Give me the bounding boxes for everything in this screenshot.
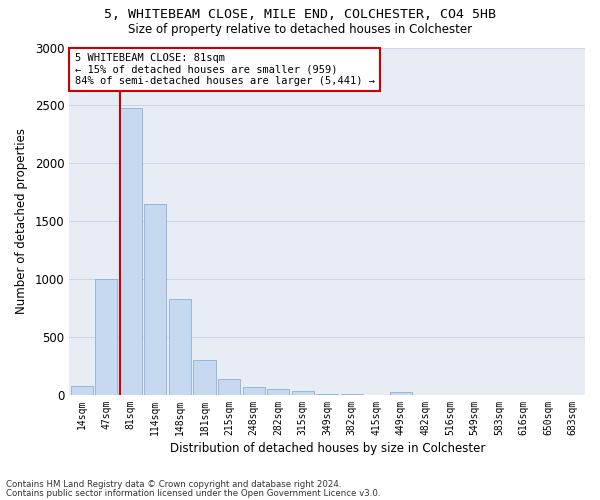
Bar	[120, 108, 142, 395]
Text: 5 WHITEBEAM CLOSE: 81sqm
← 15% of detached houses are smaller (959)
84% of semi-: 5 WHITEBEAM CLOSE: 81sqm ← 15% of detach…	[74, 52, 374, 86]
Bar	[218, 380, 240, 395]
Bar	[292, 392, 314, 395]
Y-axis label: Number of detached properties: Number of detached properties	[15, 128, 28, 314]
X-axis label: Distribution of detached houses by size in Colchester: Distribution of detached houses by size …	[170, 442, 485, 455]
Bar	[145, 204, 166, 395]
Text: 5, WHITEBEAM CLOSE, MILE END, COLCHESTER, CO4 5HB: 5, WHITEBEAM CLOSE, MILE END, COLCHESTER…	[104, 8, 496, 20]
Bar	[71, 386, 93, 395]
Bar	[341, 394, 363, 395]
Text: Size of property relative to detached houses in Colchester: Size of property relative to detached ho…	[128, 22, 472, 36]
Text: Contains public sector information licensed under the Open Government Licence v3: Contains public sector information licen…	[6, 488, 380, 498]
Bar	[390, 392, 412, 395]
Bar	[193, 360, 215, 395]
Bar	[267, 389, 289, 395]
Text: Contains HM Land Registry data © Crown copyright and database right 2024.: Contains HM Land Registry data © Crown c…	[6, 480, 341, 489]
Bar	[169, 299, 191, 395]
Bar	[316, 394, 338, 395]
Bar	[242, 388, 265, 395]
Bar	[95, 279, 118, 395]
